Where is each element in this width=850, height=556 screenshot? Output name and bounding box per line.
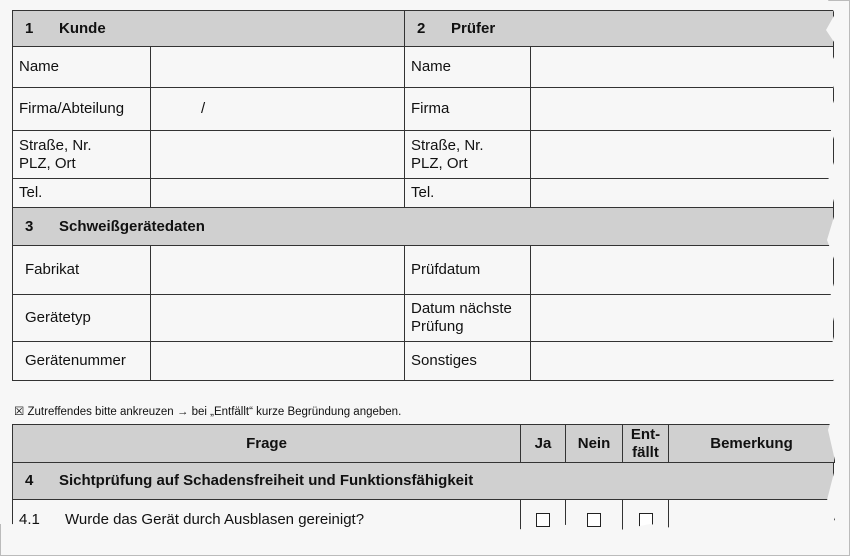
- section-number: 3: [25, 217, 34, 235]
- field-input[interactable]: [530, 46, 834, 88]
- question-text: Wurde das Gerät durch Ausblasen gereinig…: [65, 511, 365, 528]
- field-label: Tel.: [404, 178, 531, 208]
- field-label: Gerätetyp: [12, 294, 151, 342]
- section-number: 2: [417, 19, 426, 37]
- field-label: Tel.: [12, 178, 151, 208]
- field-input[interactable]: [530, 245, 834, 295]
- field-input[interactable]: [530, 178, 834, 208]
- section-title: Sichtprüfung auf Schadensfreiheit und Fu…: [59, 472, 474, 489]
- section-number: 4: [25, 472, 34, 489]
- field-input[interactable]: [150, 341, 405, 381]
- field-label: Prüfdatum: [404, 245, 531, 295]
- column-header: Ja: [520, 424, 566, 463]
- nein-checkbox[interactable]: [587, 513, 601, 527]
- ja-checkbox[interactable]: [536, 513, 550, 527]
- section-title: Kunde: [59, 19, 106, 37]
- field-input[interactable]: [150, 178, 405, 208]
- field-label: Name: [404, 46, 531, 88]
- section-4-header: 4 Sichtprüfung auf Schadensfreiheit und F…: [12, 462, 834, 500]
- section-title: Prüfer: [451, 19, 496, 37]
- field-label: Firma: [404, 87, 531, 131]
- section-1-header: 1 Kunde: [12, 10, 405, 47]
- column-header: Bemerkung: [668, 424, 835, 463]
- field-input[interactable]: [150, 245, 405, 295]
- section-number: 1: [25, 19, 34, 37]
- field-label: Fabrikat: [12, 245, 151, 295]
- field-input[interactable]: [530, 341, 834, 381]
- field-label: Datum nächste Prüfung: [404, 294, 531, 342]
- column-header: Ent- fällt: [622, 424, 669, 463]
- field-label: Name: [12, 46, 151, 88]
- question-cell: 4.1 Wurde das Gerät durch Ausblasen gerei…: [12, 499, 521, 533]
- field-label: Straße, Nr. PLZ, Ort: [12, 130, 151, 179]
- field-label: Straße, Nr. PLZ, Ort: [404, 130, 531, 179]
- section-2-header: 2 Prüfer: [404, 10, 834, 47]
- question-number: 4.1: [19, 511, 40, 528]
- column-header: Frage: [12, 424, 521, 463]
- field-label: Gerätenummer: [12, 341, 151, 381]
- column-header: Nein: [565, 424, 623, 463]
- field-input[interactable]: [530, 130, 834, 179]
- instruction-note: ☒ Zutreffendes bitte ankreuzen → bei „En…: [14, 406, 402, 418]
- field-input[interactable]: [150, 294, 405, 342]
- field-input[interactable]: /: [150, 87, 405, 131]
- field-input[interactable]: [530, 87, 834, 131]
- section-title: Schweißgerätedaten: [59, 217, 205, 235]
- field-input[interactable]: [150, 130, 405, 179]
- section-3-header: 3 Schweißgerätedaten: [12, 207, 834, 246]
- field-input[interactable]: [150, 46, 405, 88]
- field-input[interactable]: [530, 294, 834, 342]
- field-label: Firma/Abteilung: [12, 87, 151, 131]
- field-label: Sonstiges: [404, 341, 531, 381]
